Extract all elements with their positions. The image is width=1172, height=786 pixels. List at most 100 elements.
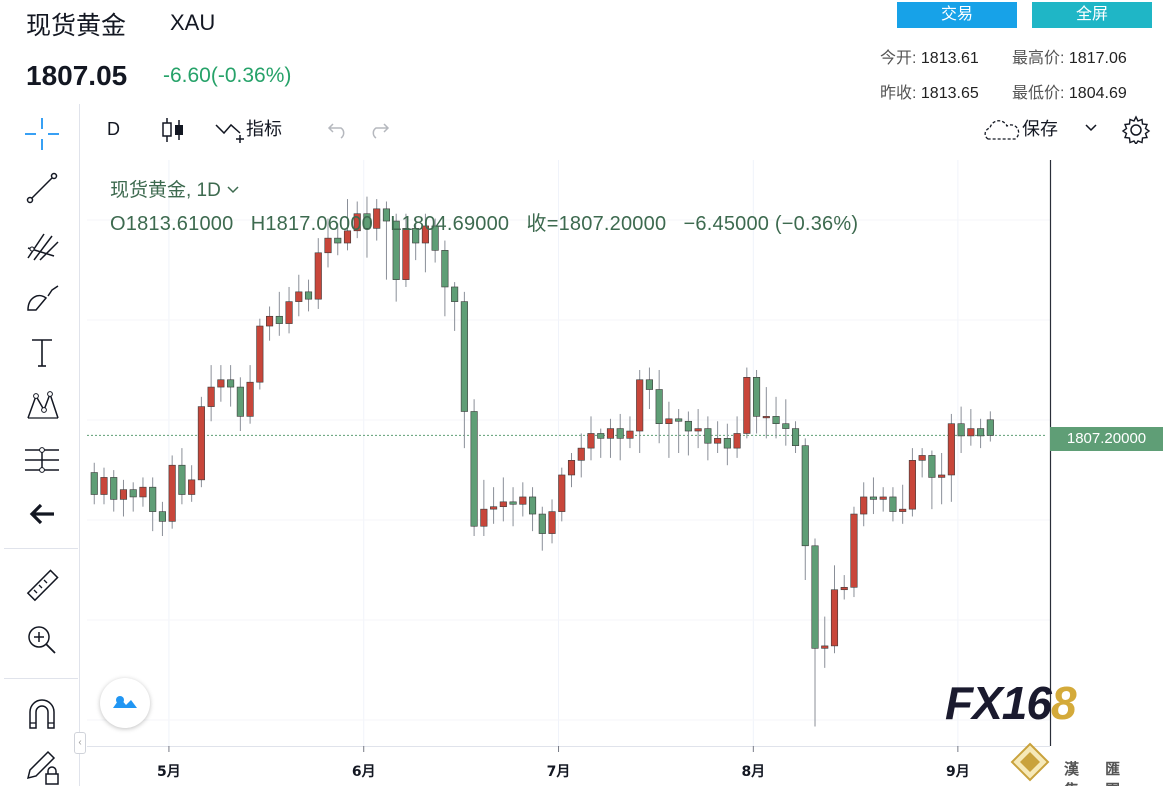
candle-body [460,301,468,412]
candle-body [587,433,595,449]
candle-body [753,377,761,417]
candle [840,575,848,600]
candle [879,487,887,512]
back-arrow-icon[interactable] [20,492,64,536]
candle [538,506,546,551]
scroll-left-tab[interactable]: ‹ [74,732,86,754]
candle [762,387,770,439]
save-button[interactable]: 保存 [982,114,1058,144]
candle-body [801,445,809,547]
candle [606,418,615,458]
candle-body [178,464,186,495]
ruler-icon[interactable] [20,564,64,608]
pitchfork-icon[interactable] [20,222,64,266]
instrument-symbol: XAU [170,10,216,35]
price-chart[interactable]: 5月 6月 7月 8月 9月 [87,160,1172,786]
indicators-label: 指标 [246,119,282,139]
candle-body [402,228,410,280]
candle [782,399,790,446]
candle [889,487,897,522]
tradingview-logo-button[interactable] [100,678,150,728]
candle [431,218,439,263]
candle [528,487,537,532]
candle-body [830,589,839,647]
candle [392,213,400,302]
candle [499,477,507,522]
candle [382,201,391,280]
candle [256,318,264,390]
candle-body [129,489,137,498]
pattern-icon[interactable] [20,384,64,428]
stat-prev-close: 昨收: 1813.65 [880,85,979,102]
candle-body [879,496,887,500]
fullscreen-button[interactable]: 全屏 [1032,2,1152,28]
candle-body [343,230,352,244]
candle [811,538,819,727]
candle [830,565,839,654]
fx168-logo: FX168 [945,677,1077,729]
candle [801,438,809,580]
candle-icon[interactable] [160,116,186,146]
chart-grid [87,160,1050,746]
crosshair-icon[interactable] [20,112,64,156]
candle [353,201,361,239]
candle-body [90,472,98,495]
time-axis-ticks: 5月 6月 7月 8月 9月 [157,746,970,780]
candle [363,196,371,258]
indicators-button[interactable]: 指标 [214,114,282,144]
candle-body [528,496,537,515]
lock-pencil-icon[interactable] [20,744,64,786]
candle-body [119,489,128,500]
candle-body [373,208,381,229]
candle-body [266,315,274,327]
brush-icon[interactable] [20,276,64,320]
zoom-in-icon[interactable] [20,618,64,662]
candle-body [246,381,254,417]
candle-body [791,428,800,446]
chart-legend-title[interactable]: 现货黄金, 1D [110,175,240,202]
candle-body [704,428,712,444]
candle-body [304,291,313,300]
candle [791,421,800,453]
x-tick-label: 8月 [741,764,765,780]
chevron-down-icon[interactable] [1083,121,1099,151]
gear-icon[interactable] [1120,114,1152,144]
magnet-icon[interactable] [20,694,64,738]
undo-icon[interactable] [327,118,349,148]
trade-button[interactable]: 交易 [897,2,1017,28]
candle-body [606,428,615,439]
candle-body [441,250,449,288]
redo-icon[interactable] [368,118,390,148]
candle [743,367,751,439]
candle-body [519,496,527,505]
candle [246,365,254,424]
candle-body [938,474,946,478]
toolbar-separator [4,678,78,679]
candle-body [675,418,683,422]
candle-body [158,511,166,522]
candle [158,501,166,537]
candle-body [490,506,498,510]
candle [587,416,595,461]
candle-body [928,455,936,478]
candle [441,240,449,317]
text-icon[interactable] [20,330,64,374]
stat-high: 最高价: 1817.06 [1012,50,1127,67]
interval-button[interactable]: D [107,119,120,139]
candle [275,291,283,336]
candle-body [431,225,439,251]
instrument-name: 现货黄金 [26,12,127,40]
candle [675,409,683,453]
candle-body [889,496,897,512]
x-tick-label: 7月 [547,764,571,780]
candle-body [947,423,955,476]
candle [957,406,965,453]
candle [314,238,322,309]
chart-legend-ohlc: O1813.61000 H1817.06000 L1804.69000 收=18… [110,213,859,235]
prediction-icon[interactable] [20,438,64,482]
candle [714,421,722,453]
candle-body [655,389,663,424]
trend-line-icon[interactable] [20,166,64,210]
candle [110,470,118,512]
candle-body [207,386,215,407]
